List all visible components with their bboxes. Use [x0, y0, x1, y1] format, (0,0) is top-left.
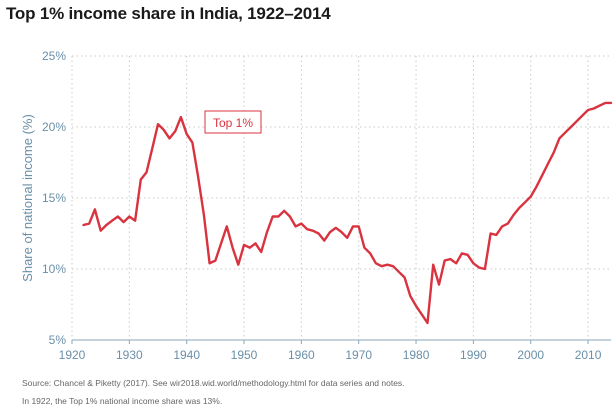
- legend-label-top1: Top 1%: [213, 116, 253, 130]
- legend: Top 1%: [204, 110, 262, 134]
- y-tick-label: 10%: [42, 262, 66, 276]
- x-tick-label: 1930: [116, 348, 143, 362]
- x-tick-label: 1960: [288, 348, 315, 362]
- y-tick-label: 15%: [42, 191, 66, 205]
- x-tick-label: 1940: [173, 348, 200, 362]
- x-tick-label: 1990: [460, 348, 487, 362]
- x-tick-label: 2010: [575, 348, 602, 362]
- series-group: [82, 101, 613, 325]
- chart-title: Top 1% income share in India, 1922–2014: [6, 4, 331, 23]
- x-tick-label: 1920: [59, 348, 86, 362]
- series-line-top1: [82, 101, 613, 325]
- source-note: Source: Chancel & Piketty (2017). See wi…: [22, 378, 405, 388]
- x-tick-label: 1980: [403, 348, 430, 362]
- y-tick-label: 20%: [42, 120, 66, 134]
- y-tick-label: 5%: [49, 333, 67, 347]
- annotation-note: In 1922, the Top 1% national income shar…: [22, 396, 223, 406]
- x-tick-label: 1970: [345, 348, 372, 362]
- y-axis-ticks: 5% 10% 15% 20% 25%: [42, 49, 66, 347]
- y-tick-label: 25%: [42, 49, 66, 63]
- legend-box: [204, 110, 262, 134]
- y-axis-title: Share of national income (%): [20, 114, 35, 282]
- x-axis-ticks: 1920 1930 1940 1950 1960 1970 1980 1990 2000 2010: [59, 339, 611, 362]
- x-tick-label: 1950: [231, 348, 258, 362]
- x-tick-label: 2000: [517, 348, 544, 362]
